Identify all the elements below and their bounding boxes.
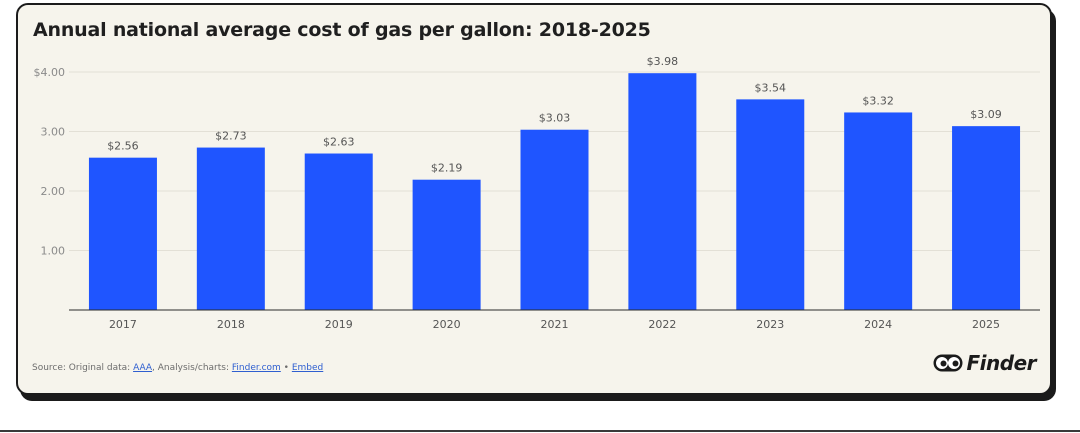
bar bbox=[844, 112, 913, 311]
x-axis-tick-labels: 2017 2018 2019 2020 2021 2022 2023 2024 2025 bbox=[109, 318, 1000, 331]
y-tick-label: 3.00 bbox=[41, 126, 66, 139]
x-tick-label: 2021 bbox=[541, 318, 569, 331]
bar bbox=[412, 179, 481, 310]
x-tick-label: 2024 bbox=[864, 318, 892, 331]
logo-text: Finder bbox=[966, 351, 1037, 375]
source-note: Source: Original data: AAA, Analysis/cha… bbox=[32, 363, 323, 373]
bar bbox=[520, 129, 589, 310]
aaa-link[interactable]: AAA bbox=[133, 363, 153, 373]
source-prefix: Source: Original data: bbox=[32, 363, 134, 373]
bar-value-label: $2.73 bbox=[215, 130, 247, 143]
finder-link[interactable]: Finder.com bbox=[231, 363, 281, 373]
finder-logo[interactable]: Finder bbox=[933, 350, 1037, 376]
separator: • bbox=[280, 363, 292, 373]
y-axis-tick-labels: 1.00 2.00 3.00 $4.00 bbox=[34, 66, 66, 258]
y-tick-label: 2.00 bbox=[41, 185, 66, 198]
x-tick-label: 2019 bbox=[325, 318, 353, 331]
bar-value-label: $3.03 bbox=[539, 112, 571, 125]
analysis-prefix: , Analysis/charts: bbox=[152, 363, 232, 373]
bar-value-label: $2.63 bbox=[323, 136, 355, 149]
bar-value-label: $3.54 bbox=[755, 81, 787, 94]
x-tick-label: 2020 bbox=[433, 318, 461, 331]
eyes-logo-icon bbox=[933, 354, 962, 372]
x-tick-label: 2023 bbox=[756, 318, 784, 331]
bar-value-labels: $2.56 $2.73 $2.63 $2.19 $3.03 $3.98 $3.54 $3.32… bbox=[107, 55, 1002, 175]
y-tick-label: $4.00 bbox=[34, 66, 66, 79]
bars bbox=[88, 73, 1021, 311]
chart-title: Annual national average cost of gas per … bbox=[33, 19, 651, 41]
bar bbox=[88, 157, 157, 310]
x-tick-label: 2018 bbox=[217, 318, 245, 331]
x-tick-label: 2017 bbox=[109, 318, 137, 331]
bar-value-label: $3.98 bbox=[647, 55, 679, 68]
bar bbox=[304, 153, 373, 310]
bar-value-label: $2.56 bbox=[107, 140, 139, 153]
bar bbox=[196, 147, 265, 310]
y-tick-label: 1.00 bbox=[41, 245, 66, 258]
bar bbox=[628, 73, 697, 310]
embed-link[interactable]: Embed bbox=[291, 363, 324, 373]
bar-value-label: $3.32 bbox=[862, 94, 894, 107]
bar bbox=[952, 126, 1021, 311]
page-divider bbox=[0, 430, 1080, 432]
bar-value-label: $2.19 bbox=[431, 162, 463, 175]
bar-value-label: $3.09 bbox=[970, 108, 1002, 121]
bar-chart: 1.00 2.00 3.00 $4.00 $2.56 $2.73 $2.63 $2.19 $3… bbox=[34, 55, 1040, 331]
x-tick-label: 2025 bbox=[972, 318, 1000, 331]
chart-card: Annual national average cost of gas per … bbox=[16, 3, 1052, 395]
bar bbox=[736, 99, 805, 311]
x-tick-label: 2022 bbox=[648, 318, 676, 331]
